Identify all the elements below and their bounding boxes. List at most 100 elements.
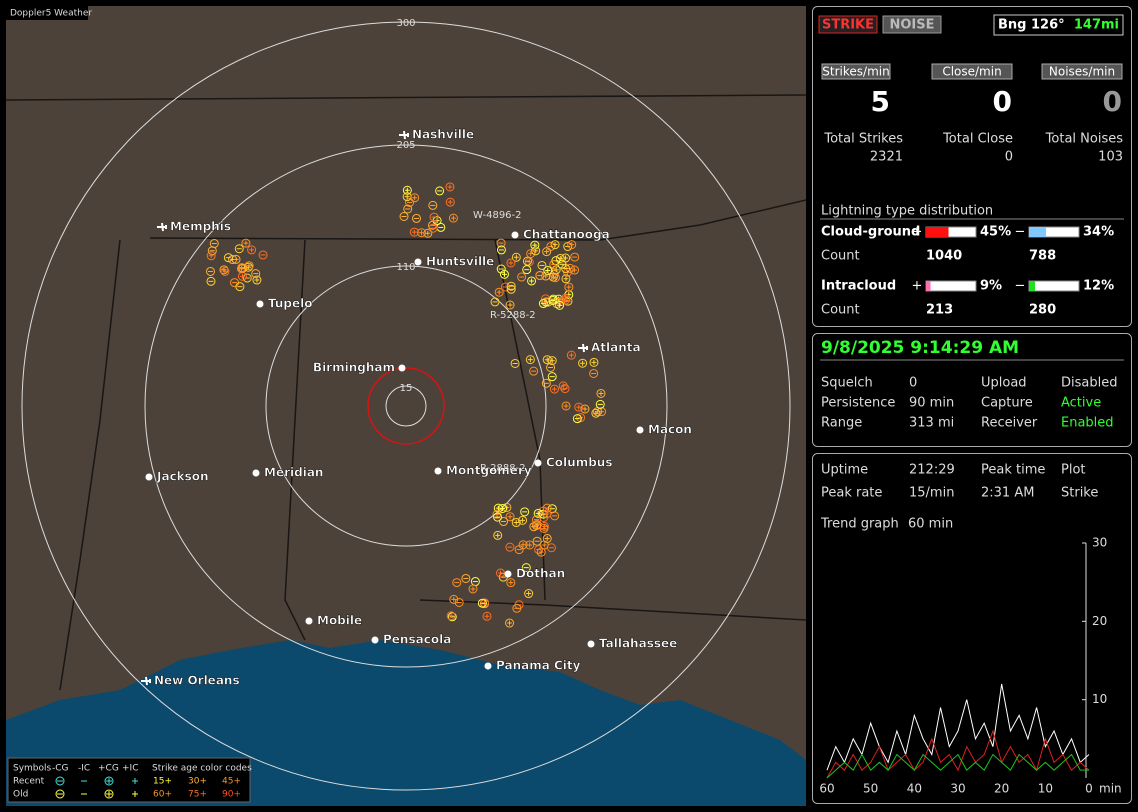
strike-symbol <box>570 265 580 275</box>
strike-symbol <box>222 268 228 274</box>
city-dot <box>511 231 519 239</box>
bearing: Bng 126° <box>998 18 1065 33</box>
strike-symbol <box>560 383 566 389</box>
noise-mode[interactable]: NOISE <box>889 18 934 33</box>
city-dot <box>504 570 512 578</box>
noise-button[interactable] <box>882 15 942 34</box>
setting-text: Persistence <box>821 396 895 411</box>
strike-symbol <box>555 300 565 310</box>
strike-symbol <box>563 295 569 301</box>
strike-symbol <box>539 523 549 533</box>
stat-text: Uptime <box>821 463 868 478</box>
strike-symbol <box>451 596 457 602</box>
strike-symbol <box>543 265 553 275</box>
strike-symbol <box>207 246 217 256</box>
strike-symbol <box>541 271 551 281</box>
strike-symbol <box>513 520 519 526</box>
strike-symbol <box>506 578 516 588</box>
strike-symbol <box>208 253 214 259</box>
strike-symbol <box>508 580 514 586</box>
strike-symbol <box>542 247 552 257</box>
sign: + <box>912 225 923 240</box>
settings-panel: 9/8/2025 9:14:29 AM Squelch 0 Upload Disabl… <box>812 333 1132 447</box>
strike-mode[interactable]: STRIKE <box>822 18 874 33</box>
strike-symbol <box>258 250 268 260</box>
strike-symbol <box>429 212 439 222</box>
strike-symbol <box>484 613 490 619</box>
strike-symbol <box>561 274 571 284</box>
strike-symbol <box>495 532 501 538</box>
strike-button[interactable] <box>818 15 878 34</box>
strike-symbol <box>529 278 535 284</box>
trend-label: Trend graph <box>820 517 899 532</box>
range-rings <box>21 21 791 791</box>
city-label: Jackson <box>156 470 209 484</box>
strike-symbol <box>507 514 513 520</box>
strike-symbol <box>477 598 487 608</box>
strike-symbol <box>404 194 410 200</box>
city-dot <box>636 426 644 434</box>
panel-frame <box>812 453 1132 804</box>
legend-age: 45+ <box>222 777 241 787</box>
strike-symbol <box>234 244 244 254</box>
range-label: 205 <box>396 140 415 151</box>
strike-symbol <box>518 515 528 525</box>
setting-text: 90 min <box>909 396 954 411</box>
setting-text: Receiver <box>981 416 1038 431</box>
strike-symbol <box>450 215 456 221</box>
setting-text: Disabled <box>1061 376 1117 391</box>
strike-symbol <box>561 253 571 263</box>
city-dot <box>484 662 492 670</box>
legend-label: Strike age color codes <box>152 764 252 774</box>
strike-symbol <box>468 584 478 594</box>
strike-symbol <box>563 276 569 282</box>
stat-text: Peak time <box>981 463 1045 478</box>
sign: + <box>912 279 923 294</box>
strike-symbol <box>529 366 539 376</box>
sign: − <box>1015 225 1026 240</box>
stats-panel: Uptime 212:29 Peak time Plot Peak rate 15/min… <box>812 453 1132 804</box>
city-dot <box>587 640 595 648</box>
strike-symbol <box>520 542 526 548</box>
strike-symbol <box>412 195 418 201</box>
x-tick-label: 20 <box>994 782 1009 796</box>
strike-symbol <box>461 573 471 583</box>
strike-symbol <box>544 357 550 363</box>
strike-symbol <box>525 355 535 365</box>
status-panel: STRIKE NOISE Bng 126° 147mi Strikes/min 5… <box>812 6 1132 327</box>
strike-symbol <box>549 384 559 394</box>
rate-header <box>931 63 1013 80</box>
trend-line <box>826 753 1089 779</box>
strike-symbol <box>534 545 544 555</box>
map: Nashville Memphis Chattanooga Huntsville Tup… <box>5 6 807 806</box>
total-value: 2321 <box>870 150 903 165</box>
count-label: Count <box>821 303 860 318</box>
stat-text: Plot <box>1061 463 1086 478</box>
strike-symbol <box>405 198 415 208</box>
strike-symbol <box>541 542 547 548</box>
strike-symbol <box>535 510 541 516</box>
legend-age: 60+ <box>153 790 172 800</box>
city-label: Memphis <box>170 220 231 234</box>
strike-symbol <box>249 247 255 253</box>
strike-symbol <box>498 570 504 576</box>
strike-symbol <box>494 287 504 297</box>
city-label: Meridian <box>264 466 323 480</box>
strike-symbol <box>535 270 545 280</box>
strike-symbol <box>409 227 419 237</box>
strike-symbol <box>545 267 551 273</box>
city-label: Columbus <box>546 456 613 470</box>
strike-symbol <box>507 302 513 308</box>
strike-symbol <box>551 386 557 392</box>
strike-symbol <box>511 252 521 262</box>
x-tick-label: 50 <box>863 782 878 796</box>
strike-symbol <box>591 408 601 418</box>
legend-label: Old <box>13 790 28 800</box>
city-label: Dothan <box>516 567 565 581</box>
strike-symbol <box>521 563 531 573</box>
strike-symbol <box>496 264 506 274</box>
x-tick-label: 10 <box>1038 782 1053 796</box>
strike-symbol <box>399 211 409 221</box>
strike-symbol <box>251 269 261 279</box>
